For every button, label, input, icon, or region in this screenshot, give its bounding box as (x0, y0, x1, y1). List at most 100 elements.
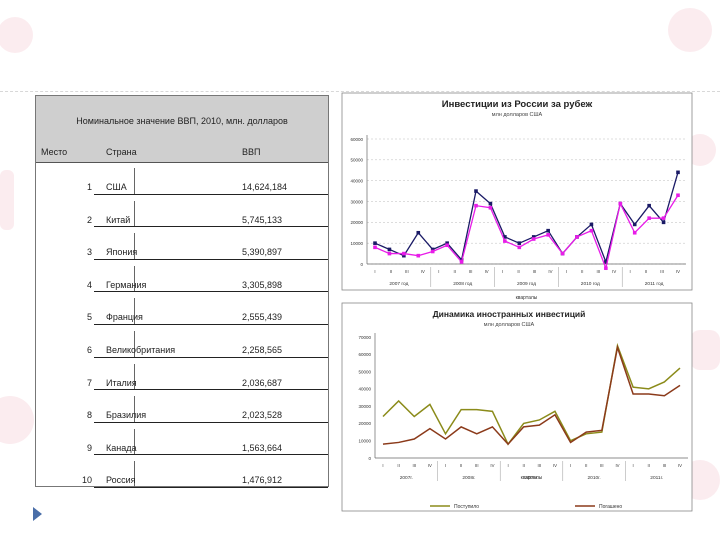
next-slide-arrow-icon[interactable] (33, 507, 42, 521)
data-point (531, 237, 536, 241)
year-label: 2010 год (581, 281, 600, 287)
table-row: 4 Германия 3,305,898 (36, 260, 328, 293)
gdp-cell: 1,476,912 (242, 475, 283, 486)
quarter-tick-label: II (645, 269, 647, 274)
legend-label: Погашено (599, 504, 622, 510)
table-row: 3 Япония 5,390,897 (36, 227, 328, 260)
quarter-tick-label: IV (548, 269, 552, 274)
quarter-tick-label: IV (421, 269, 425, 274)
country-cell: США (106, 182, 127, 192)
gdp-cell: 2,023,528 (242, 410, 283, 421)
gdp-table-header: Номинальное значение ВВП, 2010, млн. дол… (36, 96, 328, 163)
data-point (416, 230, 421, 235)
data-point (604, 266, 608, 270)
data-point (416, 253, 421, 258)
quarter-tick-label: IV (485, 269, 489, 274)
data-point (503, 239, 507, 243)
data-point (661, 216, 666, 220)
quarter-tick-label: I (633, 463, 634, 468)
country-cell: Германия (106, 279, 147, 290)
rank-cell: 4 (86, 279, 92, 290)
data-point (474, 203, 478, 208)
gdp-table-title: Номинальное значение ВВП, 2010, млн. дол… (76, 116, 288, 126)
data-point (647, 203, 651, 208)
quarter-tick-label: II (460, 463, 462, 468)
quarter-tick-label: III (533, 269, 537, 274)
year-label: 2007г. (400, 475, 413, 481)
y-tick-label: 30000 (358, 404, 371, 409)
row-divider (134, 461, 135, 488)
country-cell: Канада (106, 442, 137, 453)
country-cell: Великобритания (106, 345, 176, 355)
chart-subtitle: млн долларов США (492, 112, 543, 118)
quarter-tick-label: III (600, 463, 604, 468)
data-point (618, 201, 623, 206)
y-tick-label: 10000 (358, 439, 371, 444)
country-cell: Китай (106, 214, 131, 225)
row-divider (134, 265, 135, 293)
data-point (575, 235, 579, 239)
rank-cell: 5 (86, 312, 92, 323)
year-label: 2009 год (517, 281, 536, 287)
row-divider (134, 396, 135, 423)
y-tick-label: 20000 (350, 220, 363, 225)
col-header-country: Страна (106, 147, 137, 157)
chart-title: Инвестиции из России за рубеж (442, 99, 593, 110)
gdp-cell: 2,258,565 (242, 345, 283, 355)
quarter-tick-label: II (522, 463, 524, 468)
x-axis-label: кварталы (516, 295, 538, 301)
country-cell: Франция (106, 312, 143, 323)
data-point (517, 245, 522, 250)
row-underline (94, 226, 328, 228)
rank-cell: 6 (86, 345, 92, 355)
y-tick-label: 30000 (350, 199, 363, 204)
country-cell: Бразилия (106, 410, 147, 421)
data-point (589, 222, 594, 227)
series-line (382, 342, 681, 446)
data-point (632, 222, 637, 227)
data-point (589, 228, 594, 233)
x-axis-label: кварталы (521, 475, 543, 481)
data-point (632, 230, 637, 235)
col-header-place: Место (41, 147, 68, 157)
row-underline (94, 454, 328, 456)
quarter-tick-label: IV (490, 463, 494, 468)
quarter-tick-label: I (507, 463, 508, 468)
row-underline (94, 323, 328, 325)
chart-frame (341, 302, 693, 512)
table-row: 9 Канада 1,563,664 (36, 423, 328, 456)
rank-cell: 8 (86, 410, 92, 421)
data-point (459, 260, 464, 264)
y-tick-label: 50000 (358, 369, 371, 374)
quarter-tick-label: II (454, 269, 456, 274)
data-point (546, 228, 550, 233)
quarter-tick-label: IV (678, 463, 682, 468)
row-underline (94, 291, 328, 293)
data-point (503, 235, 507, 239)
data-point (546, 233, 550, 237)
quarter-tick-label: IV (676, 269, 680, 274)
y-tick-label: 70000 (358, 335, 371, 340)
row-divider (134, 331, 135, 358)
row-divider (134, 200, 135, 228)
data-point (445, 243, 449, 248)
quarter-tick-label: III (663, 463, 667, 468)
gdp-table: Номинальное значение ВВП, 2010, млн. дол… (35, 95, 329, 488)
quarter-tick-label: IV (612, 269, 616, 274)
gdp-cell: 5,390,897 (242, 247, 283, 258)
quarter-tick-label: III (538, 463, 542, 468)
quarter-tick-label: I (382, 463, 383, 468)
country-cell: Россия (106, 475, 136, 486)
data-point (517, 241, 522, 245)
data-point (402, 251, 406, 256)
data-point (676, 170, 680, 175)
gdp-cell: 14,624,184 (242, 182, 288, 192)
y-tick-label: 40000 (350, 178, 363, 183)
data-point (387, 251, 392, 256)
table-row: 2 Китай 5,745,133 (36, 195, 328, 228)
row-underline (94, 389, 328, 391)
row-underline (94, 258, 328, 260)
rank-cell: 7 (86, 377, 92, 388)
quarter-tick-label: II (585, 463, 587, 468)
y-tick-label: 10000 (350, 241, 363, 246)
